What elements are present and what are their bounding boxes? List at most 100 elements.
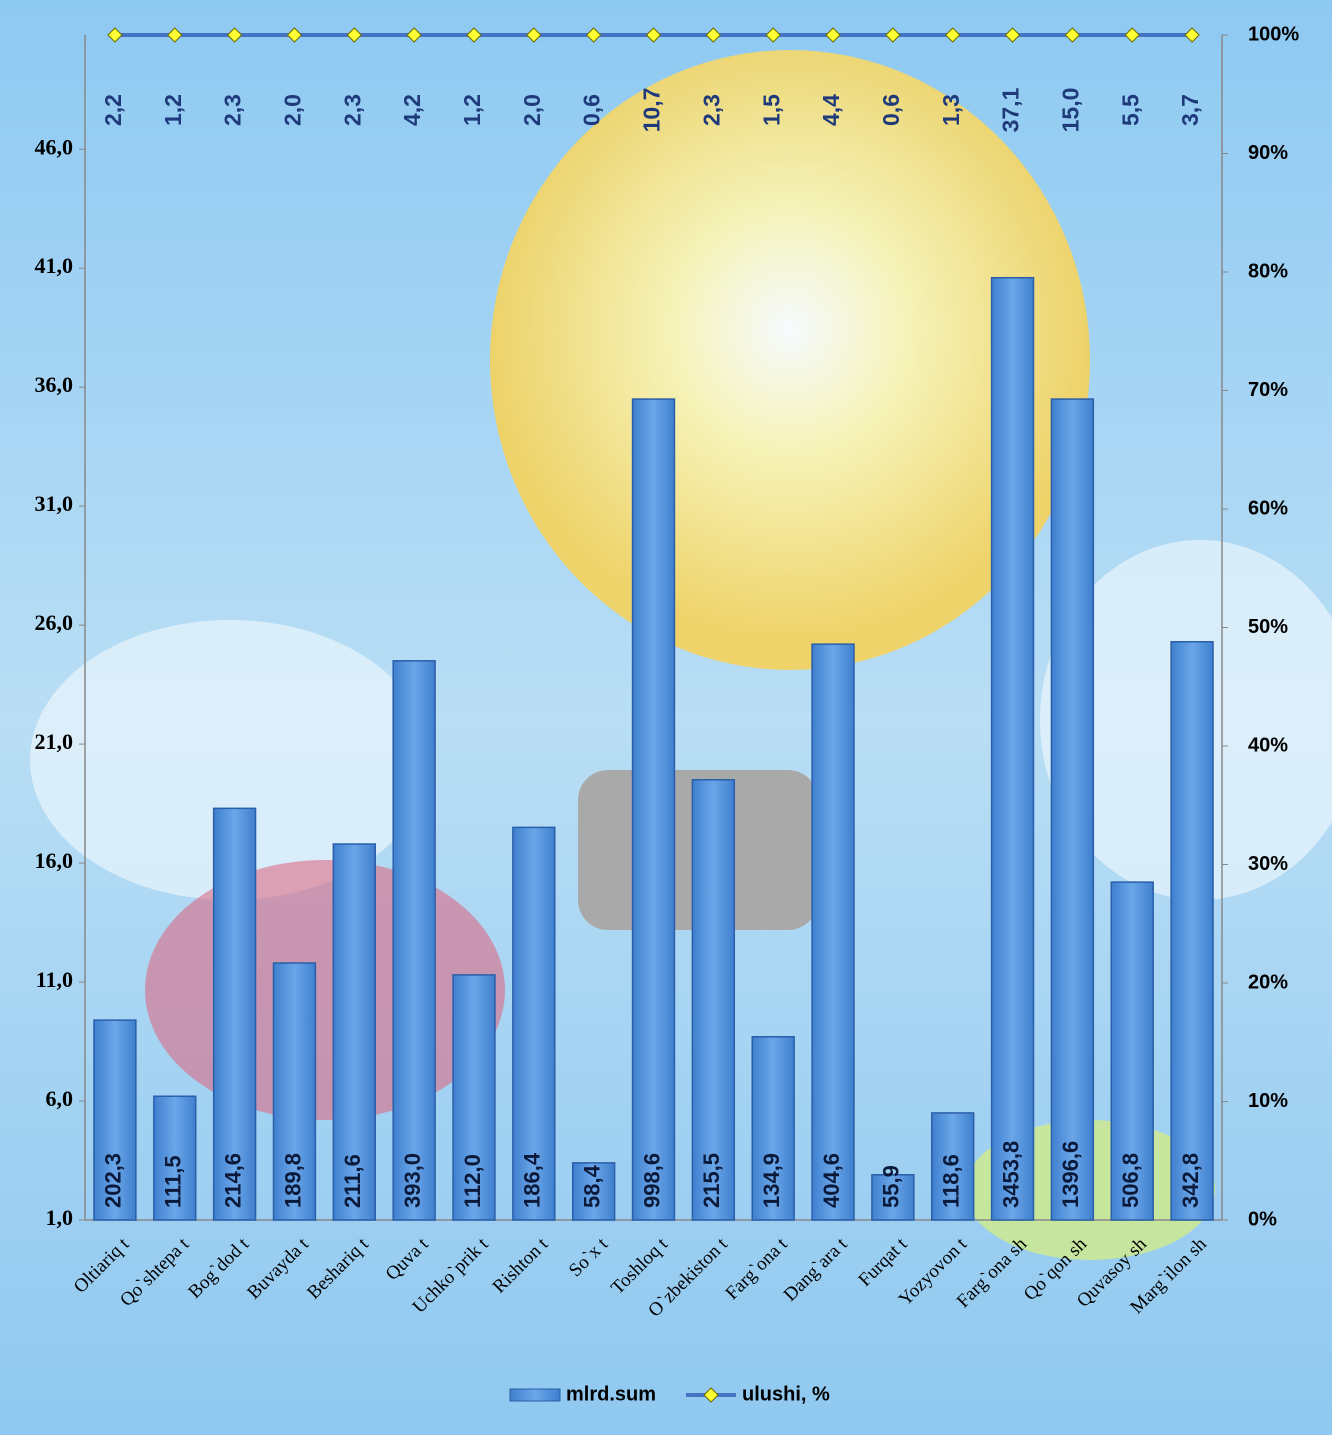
marker: [1124, 27, 1140, 43]
marker: [765, 27, 781, 43]
y-tick-label: 26,0: [35, 610, 74, 635]
y2-tick-label: 30%: [1248, 853, 1288, 875]
bar: [212, 807, 257, 1221]
data-label: 215,5: [699, 1153, 724, 1208]
bar: [691, 779, 736, 1221]
data-label: 1,2: [160, 94, 186, 126]
data-label: 2,3: [220, 94, 246, 126]
bar: [272, 962, 317, 1221]
marker: [645, 27, 662, 43]
data-label: 112,0: [460, 1154, 485, 1208]
y-tick-label: 41,0: [35, 253, 74, 278]
data-label: 10,7: [639, 88, 665, 133]
legend-swatch: [509, 1388, 561, 1402]
bar: [392, 660, 436, 1221]
data-label: 342,8: [1178, 1153, 1203, 1208]
bar: [751, 1036, 795, 1221]
marker: [885, 27, 901, 43]
y2-tick-label: 0%: [1248, 1208, 1277, 1230]
data-label: 0,6: [878, 94, 904, 126]
data-label: 998,6: [639, 1153, 664, 1208]
bar: [871, 1174, 915, 1221]
bar: [811, 643, 855, 1221]
y2-tick-label: 80%: [1248, 260, 1288, 282]
data-label: 1,2: [459, 94, 485, 126]
bar: [452, 974, 496, 1221]
y-tick-label: 1,0: [46, 1205, 74, 1230]
legend: mlrd.sum ulushi, %: [509, 1383, 830, 1405]
data-label: 0,6: [579, 94, 605, 126]
marker: [1184, 27, 1200, 43]
data-label: 2,2: [100, 94, 126, 126]
data-label: 5,5: [1117, 94, 1143, 126]
data-label: 111,5: [161, 1155, 186, 1208]
data-label: 4,2: [399, 94, 425, 126]
marker: [526, 27, 542, 43]
marker: [705, 27, 722, 43]
data-label: 214,6: [220, 1153, 245, 1208]
bar: [990, 276, 1035, 1221]
marker: [167, 27, 183, 43]
data-label: 211,6: [340, 1154, 365, 1208]
marker: [1064, 27, 1081, 43]
y-tick-label: 46,0: [35, 134, 74, 159]
data-label: 2,3: [339, 94, 365, 126]
data-label: 1396,6: [1058, 1141, 1083, 1208]
y-tick-label: 31,0: [35, 491, 74, 516]
bar: [332, 843, 376, 1221]
legend-swatch: [703, 1387, 719, 1403]
bar: [93, 1019, 137, 1221]
cloud: [30, 620, 430, 900]
y-tick-label: 21,0: [35, 729, 74, 754]
bar: [512, 826, 556, 1221]
bar: [571, 1162, 616, 1221]
marker: [585, 27, 602, 43]
y-tick-label: 11,0: [36, 967, 73, 992]
data-label: 15,0: [1057, 88, 1083, 133]
marker: [945, 27, 961, 43]
legend-label: ulushi, %: [742, 1383, 830, 1405]
data-label: 58,4: [579, 1164, 604, 1208]
data-label: 186,4: [520, 1152, 545, 1208]
marker: [226, 27, 243, 43]
marker: [286, 27, 303, 43]
data-label: 2,3: [698, 94, 724, 126]
marker: [107, 27, 123, 43]
data-label: 393,0: [400, 1153, 425, 1208]
data-label: 3,7: [1177, 94, 1203, 126]
data-label: 506,8: [1118, 1153, 1143, 1208]
y2-tick-label: 40%: [1248, 734, 1288, 756]
data-label: 202,3: [101, 1153, 126, 1208]
data-label: 404,6: [819, 1153, 844, 1208]
y-tick-label: 16,0: [35, 848, 74, 873]
y2-tick-label: 10%: [1248, 1090, 1288, 1112]
data-label: 4,4: [818, 94, 844, 126]
y2-tick-label: 90%: [1248, 142, 1288, 164]
y2-tick-label: 100%: [1248, 23, 1299, 45]
legend-label: mlrd.sum: [566, 1383, 656, 1405]
data-label: 2,0: [280, 94, 306, 126]
data-label: 37,1: [998, 87, 1024, 132]
marker: [406, 27, 422, 43]
marker: [825, 27, 841, 43]
y2-tick-label: 60%: [1248, 497, 1288, 519]
data-label: 3453,8: [998, 1141, 1023, 1208]
data-label: 2,0: [519, 94, 545, 126]
balloon: [145, 860, 505, 1120]
y-tick-label: 36,0: [35, 372, 74, 397]
marker: [466, 27, 482, 43]
y2-tick-label: 50%: [1248, 616, 1288, 638]
marker: [346, 27, 362, 43]
bar: [1050, 398, 1095, 1221]
bar: [1110, 881, 1154, 1221]
data-label: 1,3: [938, 94, 964, 126]
bar: [1170, 641, 1214, 1221]
bar: [931, 1112, 975, 1221]
y2-tick-label: 20%: [1248, 971, 1288, 993]
bar: [631, 398, 676, 1221]
marker: [1004, 27, 1021, 43]
data-label: 134,9: [759, 1153, 784, 1208]
data-label: 118,6: [939, 1154, 964, 1208]
bar: [153, 1095, 197, 1221]
